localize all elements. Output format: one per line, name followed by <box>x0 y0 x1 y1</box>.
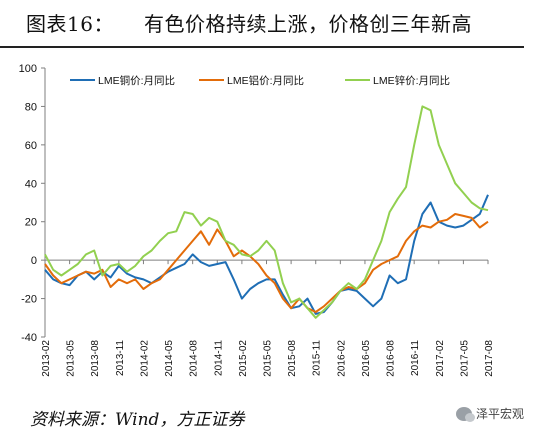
x-tick-label: 2015-05 <box>263 340 274 377</box>
x-tick-label: 2017-05 <box>459 340 470 377</box>
y-tick-label: -40 <box>21 332 37 344</box>
x-tick-label: 2013-08 <box>90 340 101 377</box>
legend-label: LME铝价:月同比 <box>227 74 304 87</box>
y-tick-label: 80 <box>25 101 37 113</box>
x-tick-label: 2016-02 <box>336 340 347 377</box>
x-tick-label: 2014-05 <box>164 340 175 377</box>
y-tick-label: 100 <box>19 63 37 75</box>
x-tick-label: 2017-08 <box>484 340 495 377</box>
x-tick-label: 2015-08 <box>287 340 298 377</box>
x-tick-label: 2016-11 <box>410 340 421 376</box>
figure-title: 有色价格持续上涨，价格创三年新高 <box>143 11 472 36</box>
source-note: 资料来源：Wind，方正证券 <box>30 410 245 430</box>
x-tick-label: 2016-05 <box>361 340 372 377</box>
y-tick-label: -20 <box>21 294 37 306</box>
x-tick-label: 2013-02 <box>41 340 52 377</box>
series-line-3 <box>44 105 489 319</box>
line-chart: -40 -20 0 20 40 60 80 100 2013-02 2013-05 2013-08 2… <box>19 63 495 377</box>
x-tick-label: 2014-02 <box>139 340 150 377</box>
y-tick-label: 60 <box>25 140 37 152</box>
x-tick-label: 2014-11 <box>213 340 224 376</box>
x-tick-label: 2013-05 <box>66 340 77 377</box>
x-tick-label: 2016-08 <box>386 340 397 377</box>
legend-label: LME铜价:月同比 <box>98 74 175 87</box>
x-tick-label: 2015-11 <box>312 340 323 376</box>
y-tick-label: 0 <box>31 255 37 267</box>
x-tick-label: 2015-02 <box>238 340 249 377</box>
series-line-1 <box>44 194 489 315</box>
y-tick-label: 40 <box>25 178 37 190</box>
x-tick-label: 2014-08 <box>189 340 200 377</box>
y-tick-label: 20 <box>25 217 37 229</box>
series-line-2 <box>44 213 489 313</box>
title-divider <box>0 46 524 48</box>
x-tick-label: 2017-02 <box>435 340 446 377</box>
watermark-text: 泽平宏观 <box>475 407 524 421</box>
watermark: 泽平宏观 <box>455 405 524 422</box>
legend-label: LME锌价:月同比 <box>373 74 450 87</box>
chart-title: 图表16： 有色价格持续上涨，价格创三年新高 <box>0 0 536 44</box>
figure-number: 图表16： <box>26 11 114 36</box>
x-tick-label: 2013-11 <box>115 340 126 376</box>
wechat-icon <box>455 406 475 422</box>
